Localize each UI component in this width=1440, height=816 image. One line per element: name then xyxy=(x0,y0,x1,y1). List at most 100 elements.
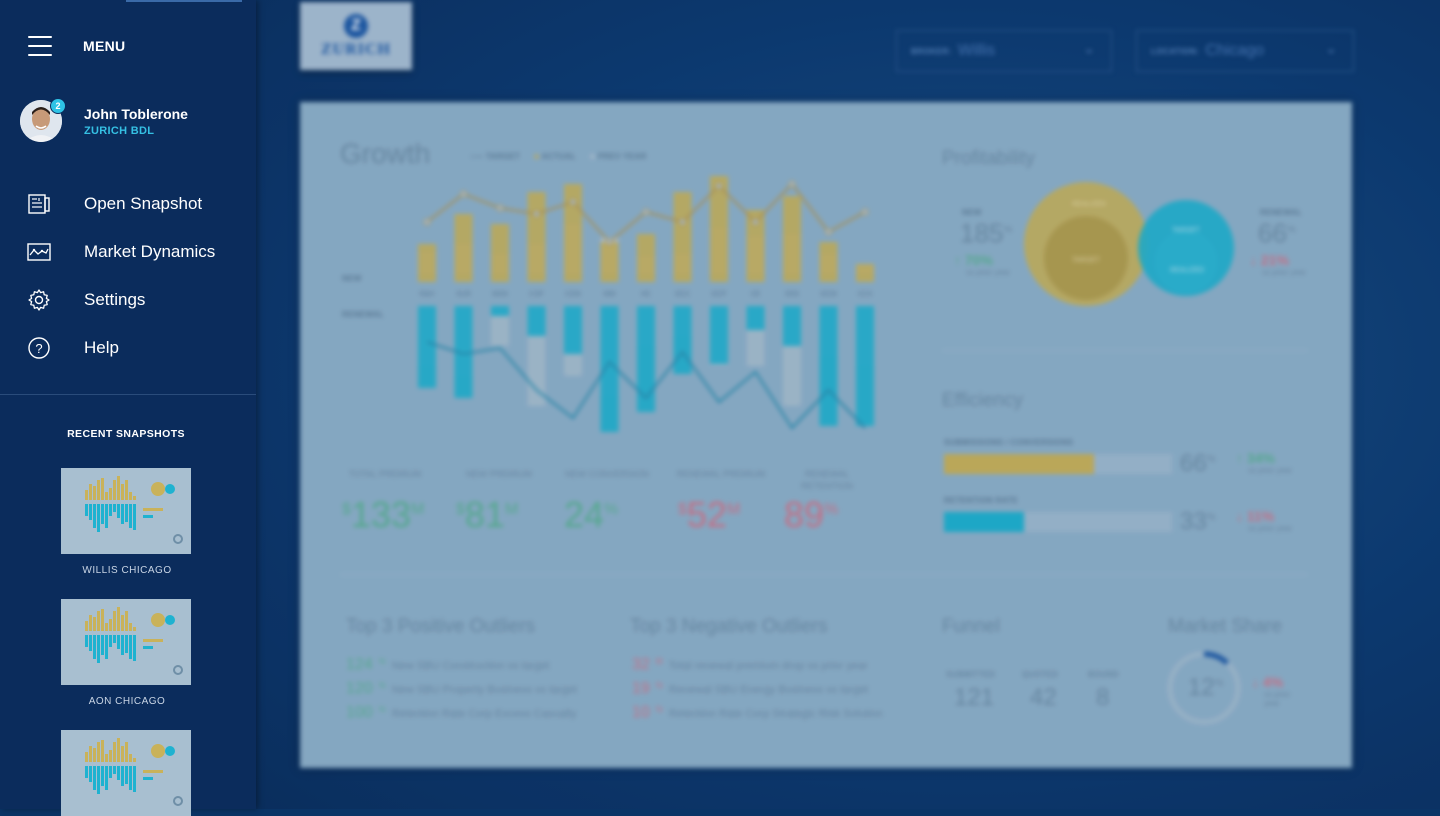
thumb-bar xyxy=(125,635,128,653)
thumb-bar xyxy=(97,611,100,631)
thumb-bar xyxy=(121,484,124,500)
venn-label: TARGET xyxy=(1072,257,1101,264)
thumb-bar xyxy=(109,750,112,762)
efficiency-value: 33% xyxy=(1180,508,1216,535)
growth-renewal-bar xyxy=(491,306,509,316)
growth-category-label: R&H xyxy=(420,291,435,298)
growth-target-point xyxy=(715,182,723,190)
recent-snapshot-item[interactable] xyxy=(61,730,191,816)
recent-snapshot-item[interactable]: WILLIS CHICAGO xyxy=(61,468,191,576)
thumb-venn xyxy=(165,746,175,756)
thumb-bar xyxy=(133,766,136,792)
growth-new-bar xyxy=(600,242,619,282)
snapshot-thumbnail[interactable] xyxy=(61,730,191,816)
sidebar-item-open-snapshot[interactable]: Open Snapshot xyxy=(26,180,215,228)
market-share-value: 12% xyxy=(1188,674,1224,701)
thumb-bar xyxy=(143,770,163,773)
thumb-bar xyxy=(85,766,88,778)
user-org: ZURICH BDL xyxy=(84,124,155,137)
thumb-bar xyxy=(133,758,136,762)
zurich-logo-word: ZURICH xyxy=(320,40,391,58)
thumb-bar xyxy=(143,646,153,649)
thumb-bar xyxy=(129,754,132,762)
thumb-bar xyxy=(101,766,104,786)
profit-renewal-change: ↓ 21% vs prior year xyxy=(1250,252,1307,277)
thumb-gauge xyxy=(173,665,183,675)
sidebar-item-market-dynamics[interactable]: Market Dynamics xyxy=(26,228,215,276)
growth-target-point xyxy=(496,204,504,212)
legend-actual: ■ ACTUAL xyxy=(534,152,577,161)
funnel-value: 8 xyxy=(1096,684,1110,711)
dashboard-background: Z ZURICH BROKER: Willis ⌄ LOCATION: Chic… xyxy=(256,0,1440,809)
user-profile[interactable]: 2 John Toblerone ZURICH BDL xyxy=(20,98,188,142)
efficiency-title: Efficiency xyxy=(942,390,1023,411)
growth-new-bar xyxy=(746,210,765,282)
recent-snapshot-item[interactable]: AON CHICAGO xyxy=(61,599,191,707)
avatar[interactable]: 2 xyxy=(20,98,66,142)
thumb-bar xyxy=(97,742,100,762)
menu-toggle[interactable]: MENU xyxy=(28,36,125,56)
snapshot-thumbnail[interactable] xyxy=(61,599,191,685)
thumb-bar xyxy=(133,496,136,500)
thumb-bar xyxy=(105,754,108,762)
thumb-bar xyxy=(97,635,100,663)
efficiency-change: ↓ 11% vs prior year xyxy=(1236,508,1293,533)
thumb-bar xyxy=(85,621,88,631)
gear-icon xyxy=(26,287,52,313)
thumb-bar xyxy=(93,635,96,659)
snapshot-thumbnail[interactable] xyxy=(61,468,191,554)
outlier-item: 100% Retention Rate Corp Excess Casualty xyxy=(346,704,577,721)
growth-target-point xyxy=(861,208,869,216)
chevron-down-icon: ⌄ xyxy=(1083,40,1095,56)
svg-text:?: ? xyxy=(35,341,42,356)
broker-dropdown[interactable]: BROKER: Willis ⌄ xyxy=(896,30,1112,72)
dashboard-blur-layer: Z ZURICH BROKER: Willis ⌄ LOCATION: Chic… xyxy=(256,0,1440,809)
efficiency-bar-fill xyxy=(944,512,1024,532)
profit-new-label: NEW xyxy=(962,208,982,217)
thumb-bar xyxy=(133,635,136,661)
growth-category-label: CE xyxy=(751,291,761,298)
growth-category-label: HC xyxy=(641,291,651,298)
top-accent xyxy=(126,0,242,2)
growth-target-point xyxy=(825,228,832,236)
thumb-bar xyxy=(129,623,132,631)
growth-legend: ○— TARGET ■ ACTUAL ■ PREV YEAR xyxy=(470,152,647,161)
growth-category-label: SRS xyxy=(785,291,800,298)
kpi-label: NEW PREMIUM xyxy=(466,469,532,479)
thumb-bar xyxy=(93,617,96,631)
efficiency-row-label: SUBMISSIONS / CONVERSIONS xyxy=(944,438,1074,447)
sidebar-item-help[interactable]: ? Help xyxy=(26,324,215,372)
efficiency-bar-track xyxy=(944,454,1172,474)
sidebar-item-settings[interactable]: Settings xyxy=(26,276,215,324)
help-icon: ? xyxy=(26,335,52,361)
profit-renewal-value: 66% xyxy=(1258,218,1296,248)
thumb-bar xyxy=(113,504,116,512)
thumb-bar xyxy=(101,740,104,762)
sidebar-item-label: Open Snapshot xyxy=(84,194,203,213)
recent-snapshots-title: RECENT SNAPSHOTS xyxy=(67,428,185,440)
thumb-bar xyxy=(121,746,124,762)
positive-outliers-title: Top 3 Positive Outliers xyxy=(346,616,536,637)
thumb-bar xyxy=(93,486,96,500)
thumb-bar xyxy=(97,766,100,794)
location-dropdown[interactable]: LOCATION: Chicago ⌄ xyxy=(1136,30,1354,72)
venn-label: REALIZED xyxy=(1170,267,1204,274)
growth-target-point xyxy=(752,218,759,226)
growth-renewal-target-line xyxy=(426,341,866,430)
thumb-gauge xyxy=(173,796,183,806)
profit-new-change: ↑ 70% vs prior year xyxy=(954,252,1011,277)
hamburger-icon[interactable] xyxy=(28,36,52,56)
location-dropdown-key: LOCATION: xyxy=(1151,46,1200,56)
growth-new-bar xyxy=(491,224,509,282)
notification-badge[interactable]: 2 xyxy=(50,98,66,114)
thumb-bar xyxy=(105,623,108,631)
thumb-bar xyxy=(121,766,124,786)
user-text: John Toblerone ZURICH BDL xyxy=(84,106,188,137)
thumb-venn xyxy=(165,484,175,494)
growth-target-point xyxy=(533,210,540,218)
thumb-bar xyxy=(125,766,128,784)
menu-label: MENU xyxy=(83,38,126,54)
growth-category-label: CSP xyxy=(529,291,544,298)
thumb-bar xyxy=(133,504,136,530)
snapshot-caption: AON CHICAGO xyxy=(88,696,166,707)
